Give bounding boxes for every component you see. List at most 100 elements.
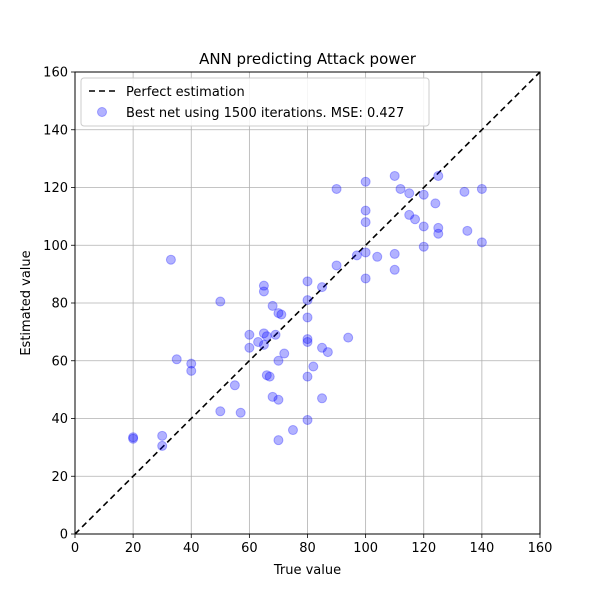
scatter-point [186, 358, 197, 369]
scatter-point [165, 254, 176, 265]
scatter-point [418, 221, 429, 232]
scatter-point [215, 406, 226, 417]
scatter-point [302, 334, 313, 345]
scatter-points [128, 170, 487, 451]
scatter-point [360, 217, 371, 228]
scatter-point [317, 282, 328, 293]
y-tick-label: 120 [43, 181, 68, 196]
x-axis-label: True value [273, 563, 341, 578]
legend: Perfect estimation Best net using 1500 i… [80, 77, 430, 127]
x-axis-ticks: 0 20 40 60 80 100 120 140 160 [71, 534, 553, 556]
x-tick-label: 80 [299, 541, 316, 556]
scatter-point [360, 176, 371, 187]
legend-label-best-net: Best net using 1500 iterations. MSE: 0.4… [126, 106, 404, 121]
scatter-point [462, 225, 473, 236]
scatter-point [273, 394, 284, 405]
x-tick-label: 0 [71, 541, 79, 556]
scatter-point [302, 295, 313, 306]
scatter-point [404, 209, 415, 220]
scatter-point [418, 241, 429, 252]
scatter-point [302, 414, 313, 425]
scatter-point [372, 251, 383, 262]
scatter-point [476, 237, 487, 248]
x-tick-label: 100 [353, 541, 378, 556]
scatter-point [389, 264, 400, 275]
y-tick-label: 60 [51, 354, 68, 369]
legend-box [80, 77, 430, 127]
scatter-point [459, 186, 470, 197]
x-tick-label: 60 [241, 541, 258, 556]
scatter-point [360, 247, 371, 258]
scatter-point [410, 214, 421, 225]
scatter-point [433, 228, 444, 239]
scatter-point [244, 342, 255, 353]
scatter-point [389, 248, 400, 259]
scatter-point [476, 183, 487, 194]
scatter-point [360, 273, 371, 284]
scatter-point [186, 365, 197, 376]
scatter-point [273, 435, 284, 446]
scatter-point [343, 332, 354, 343]
scatter-point [264, 371, 275, 382]
scatter-point [128, 432, 139, 443]
y-axis-label: Estimated value [19, 250, 34, 355]
chart-title: ANN predicting Attack power [199, 50, 417, 68]
scatter-point [308, 361, 319, 372]
scatter-point [235, 407, 246, 418]
y-tick-label: 20 [51, 470, 68, 485]
y-tick-label: 140 [43, 123, 68, 138]
scatter-point [215, 296, 226, 307]
scatter-point [258, 328, 269, 339]
scatter-point [331, 183, 342, 194]
scatter-point [279, 348, 290, 359]
x-tick-label: 140 [469, 541, 494, 556]
scatter-point [258, 286, 269, 297]
scatter-point [433, 222, 444, 233]
scatter-point [267, 300, 278, 311]
y-tick-label: 0 [60, 528, 68, 543]
scatter-point [229, 380, 240, 391]
scatter-point [287, 425, 298, 436]
scatter-point [258, 280, 269, 291]
scatter-point [253, 336, 264, 347]
scatter-point [128, 433, 139, 444]
legend-label-perfect-estimation: Perfect estimation [126, 85, 245, 100]
y-tick-label: 80 [51, 297, 68, 312]
scatter-point [273, 355, 284, 366]
scatter-point [351, 250, 362, 261]
scatter-point [418, 189, 429, 200]
scatter-point [302, 371, 313, 382]
y-tick-label: 40 [51, 412, 68, 427]
scatter-point [389, 170, 400, 181]
scatter-point [331, 260, 342, 271]
x-tick-label: 40 [183, 541, 200, 556]
scatter-point [395, 183, 406, 194]
scatter-point [273, 308, 284, 319]
scatter-point [270, 329, 281, 340]
scatter-point [157, 440, 168, 451]
scatter-point [322, 347, 333, 358]
scatter-point [276, 309, 287, 320]
scatter-point [302, 312, 313, 323]
scatter-point [157, 430, 168, 441]
scatter-point [360, 205, 371, 216]
scatter-point [302, 336, 313, 347]
x-tick-label: 160 [528, 541, 553, 556]
y-tick-label: 100 [43, 239, 68, 254]
scatter-point [171, 354, 182, 365]
scatter-point [258, 339, 269, 350]
scatter-point [404, 188, 415, 199]
y-axis-ticks: 0 20 40 60 80 100 120 140 160 [43, 66, 75, 543]
scatter-point [302, 276, 313, 287]
legend-marker-swatch [97, 107, 107, 117]
scatter-point [433, 170, 444, 181]
scatter-point [267, 391, 278, 402]
scatter-point [261, 370, 272, 381]
scatter-point [317, 342, 328, 353]
scatter-point [261, 331, 272, 342]
x-tick-label: 120 [411, 541, 436, 556]
y-tick-label: 160 [43, 66, 68, 81]
scatter-point [430, 198, 441, 209]
scatter-point [317, 393, 328, 404]
